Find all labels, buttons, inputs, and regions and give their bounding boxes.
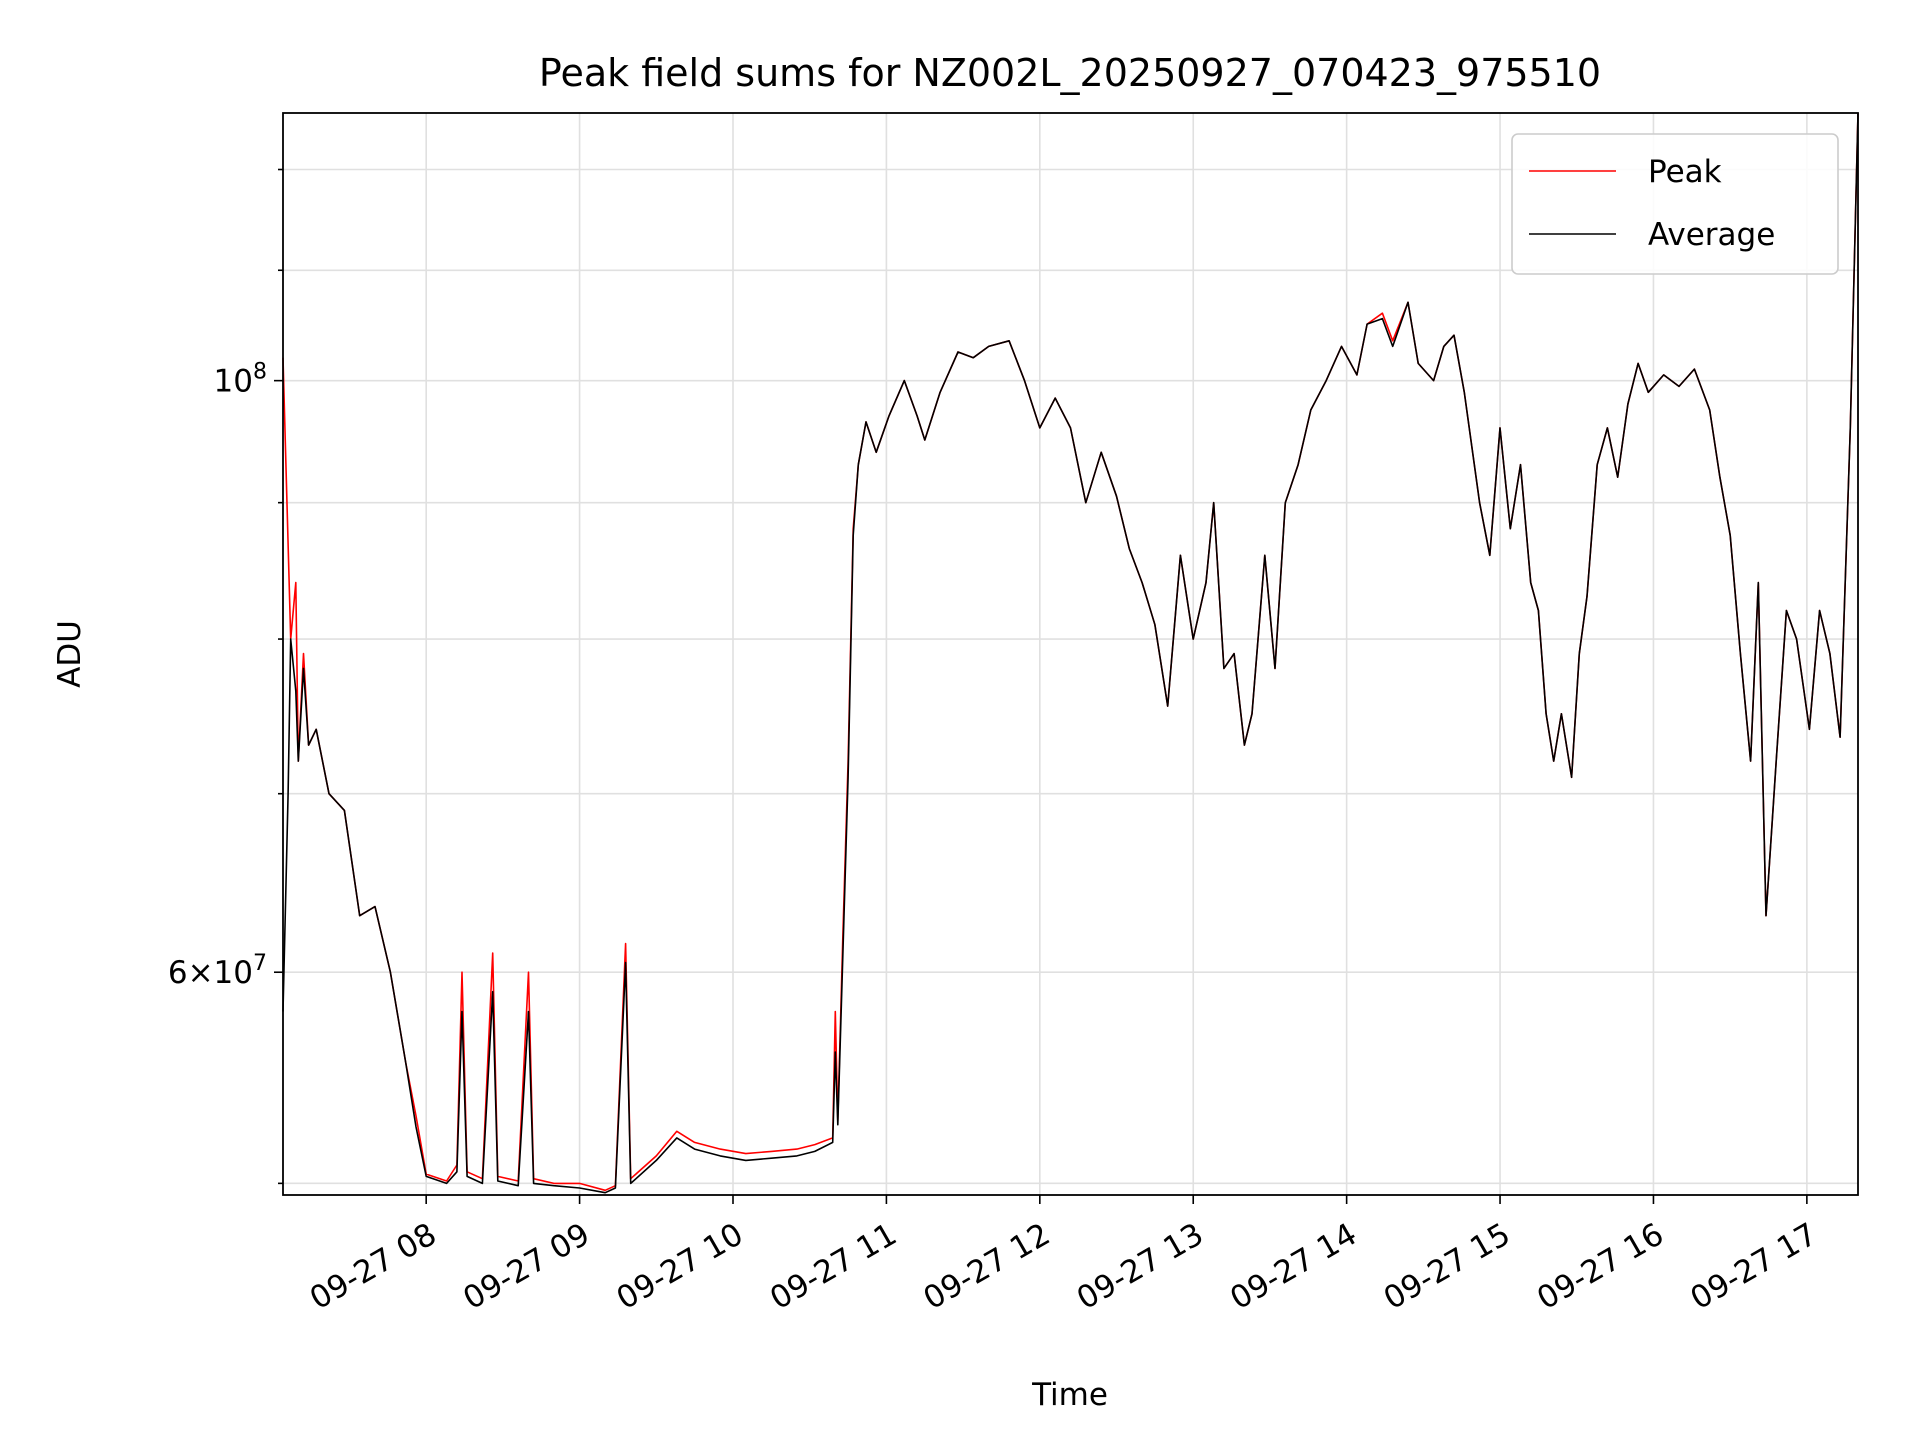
y-axis-label: ADU	[52, 620, 88, 688]
series-line-average	[282, 112, 1859, 1194]
grid	[283, 113, 1858, 1195]
legend: Peak Average	[1511, 133, 1839, 275]
y-tick-label: 6×107	[168, 951, 267, 991]
legend-label-average: Average	[1648, 217, 1775, 253]
legend-label-peak: Peak	[1648, 154, 1722, 190]
x-axis-label: Time	[1031, 1377, 1108, 1413]
y-tick-label: 108	[214, 360, 267, 400]
y-axis-ticks: 108 6×107	[168, 168, 283, 1185]
legend-box	[1511, 133, 1839, 275]
chart-title: Peak field sums for NZ002L_20250927_0704…	[539, 51, 1601, 95]
axes-frame	[282, 112, 1859, 1196]
plot-lines	[282, 112, 1859, 1194]
